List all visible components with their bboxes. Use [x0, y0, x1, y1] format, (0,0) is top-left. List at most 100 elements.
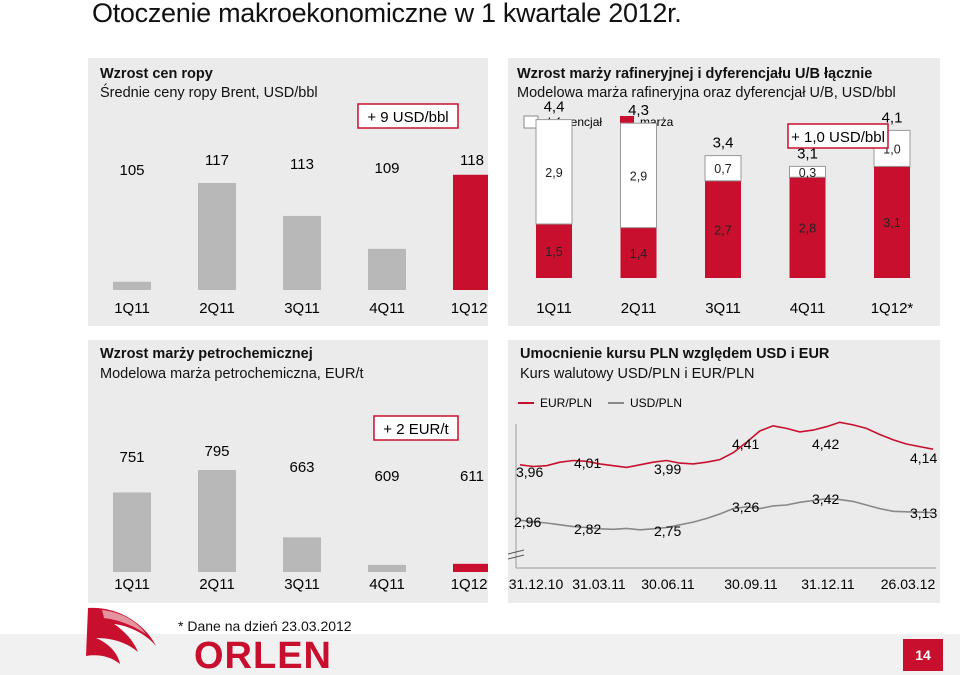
callout-box [357, 103, 459, 129]
segment-label: 2,7 [714, 223, 731, 237]
category-label: 2Q11 [199, 576, 235, 593]
bar [453, 174, 488, 290]
bar-segment-dyferencjal [704, 155, 742, 182]
category-label: 1Q12* [451, 576, 488, 593]
category-label: 1Q11 [536, 300, 572, 317]
bar [368, 248, 406, 290]
x-tick-label: 31.12.10 [509, 576, 564, 592]
bar [453, 563, 488, 572]
crude-chart: 105 1Q11 117 2Q11 113 3Q11 109 4Q11 118 1Q12* + 9 … [113, 103, 488, 317]
segment-label: 1,4 [630, 247, 647, 261]
crude-subtitle: Średnie ceny ropy Brent, USD/bbl [100, 85, 318, 101]
usd-value-label: 3,26 [732, 499, 759, 515]
bar-segment-marza [789, 177, 826, 278]
fx-panel: Umocnienie kursu PLN względem USD i EUR … [508, 340, 940, 603]
x-tick-label: 31.03.11 [572, 576, 626, 592]
category-label: 3Q11 [284, 300, 320, 317]
eur-value-label: 3,99 [654, 461, 681, 477]
total-label: 3,1 [797, 145, 818, 162]
petchem-panel: Wzrost marży petrochemicznej Modelowa ma… [88, 340, 488, 603]
petchem-chart: 751 1Q11 795 2Q11 663 3Q11 609 4Q11 611 1Q12* + 2 … [113, 415, 488, 593]
callout-label: + 9 USD/bbl [367, 109, 448, 126]
category-label: 1Q11 [114, 300, 150, 317]
fx-title: Umocnienie kursu PLN względem USD i EUR [520, 346, 830, 362]
category-label: 2Q11 [621, 300, 657, 317]
fx-chart: EUR/PLN USD/PLN 3,96 4,01 3,99 4,41 4,42 4,14 2,… [508, 396, 937, 592]
legend-label: EUR/PLN [540, 396, 592, 410]
orlen-logo: ORLEN [86, 607, 332, 675]
category-label: 1Q11 [114, 576, 150, 593]
x-tick-label: 26.03.12 [881, 576, 936, 592]
data-label: 611 [460, 468, 484, 485]
data-label: 109 [374, 160, 399, 177]
bar [283, 537, 321, 572]
footnote: * Dane na dzień 23.03.2012 [178, 618, 352, 634]
petchem-title: Wzrost marży petrochemicznej [100, 346, 313, 362]
segment-label: 3,1 [883, 216, 900, 230]
data-label: 113 [290, 156, 314, 173]
refining-panel: Wzrost marży rafineryjnej i dyferencjału… [508, 58, 940, 326]
fx-subtitle: Kurs walutowy USD/PLN i EUR/PLN [520, 366, 755, 382]
category-label: 4Q11 [369, 576, 405, 593]
usd-pln-line [519, 497, 934, 531]
total-label: 4,1 [882, 109, 903, 126]
segment-label: 1,5 [545, 245, 562, 259]
crude-panel: Wzrost cen ropy Średnie ceny ropy Brent,… [88, 58, 488, 326]
data-label: 118 [460, 152, 484, 169]
usd-value-label: 2,82 [574, 521, 601, 537]
x-tick-label: 30.06.11 [641, 576, 695, 592]
category-label: 2Q11 [199, 300, 235, 317]
eagle-icon [86, 607, 156, 664]
usd-value-label: 3,42 [812, 491, 839, 507]
segment-label: 2,9 [630, 169, 647, 183]
page-number: 14 [903, 639, 943, 671]
logo-text: ORLEN [194, 635, 332, 675]
petchem-subtitle: Modelowa marża petrochemiczna, EUR/t [100, 366, 364, 382]
category-label: 3Q11 [705, 300, 741, 317]
segment-label: 0,7 [714, 162, 731, 176]
data-label: 795 [204, 443, 229, 460]
slide-title: Otoczenie makroekonomiczne w 1 kwartale … [92, 0, 682, 28]
refining-title: Wzrost marży rafineryjnej i dyferencjału… [517, 66, 873, 82]
category-label: 1Q12* [451, 300, 488, 317]
x-tick-label: 30.09.11 [724, 576, 778, 592]
bar-segment-marza [536, 224, 572, 278]
category-label: 1Q12* [871, 300, 914, 317]
category-label: 3Q11 [284, 576, 320, 593]
bar [113, 281, 151, 290]
usd-value-label: 3,13 [910, 505, 937, 521]
axis-break [508, 549, 525, 555]
data-label: 751 [119, 449, 144, 466]
eur-value-label: 3,96 [516, 464, 543, 480]
bar-segment-dyferencjal [620, 122, 657, 229]
refining-subtitle: Modelowa marża rafineryjna oraz dyferenc… [517, 85, 896, 101]
category-label: 4Q11 [790, 300, 826, 317]
eur-value-label: 4,01 [574, 455, 601, 471]
axis-break [508, 554, 525, 560]
bar [113, 492, 151, 572]
x-tick-label: 31.12.11 [801, 576, 855, 592]
data-label: 117 [205, 152, 229, 169]
callout-label: + 2 EUR/t [383, 421, 449, 438]
bar [198, 470, 236, 572]
data-label: 609 [374, 468, 399, 485]
usd-value-label: 2,75 [654, 523, 681, 539]
category-label: 4Q11 [369, 300, 405, 317]
legend-label: USD/PLN [630, 396, 682, 410]
total-label: 4,4 [544, 99, 565, 116]
eur-value-label: 4,42 [812, 436, 839, 452]
crude-title: Wzrost cen ropy [100, 66, 213, 82]
bar-segment-marza [705, 180, 741, 278]
refining-chart: dyferencjał marża1,52,94,41Q111,42,94,32Q… [523, 99, 914, 317]
usd-value-label: 2,96 [514, 514, 541, 530]
bar [368, 564, 406, 572]
footer-band [0, 634, 960, 675]
segment-label: 2,9 [545, 166, 562, 180]
callout-label: + 1,0 USD/bbl [791, 129, 885, 146]
data-label: 663 [289, 459, 314, 476]
eur-pln-line [519, 421, 934, 469]
bar-segment-marza [874, 166, 910, 278]
total-label: 3,4 [713, 135, 734, 152]
bar-segment-dyferencjal [789, 165, 826, 178]
bar-segment-marza [620, 227, 657, 278]
